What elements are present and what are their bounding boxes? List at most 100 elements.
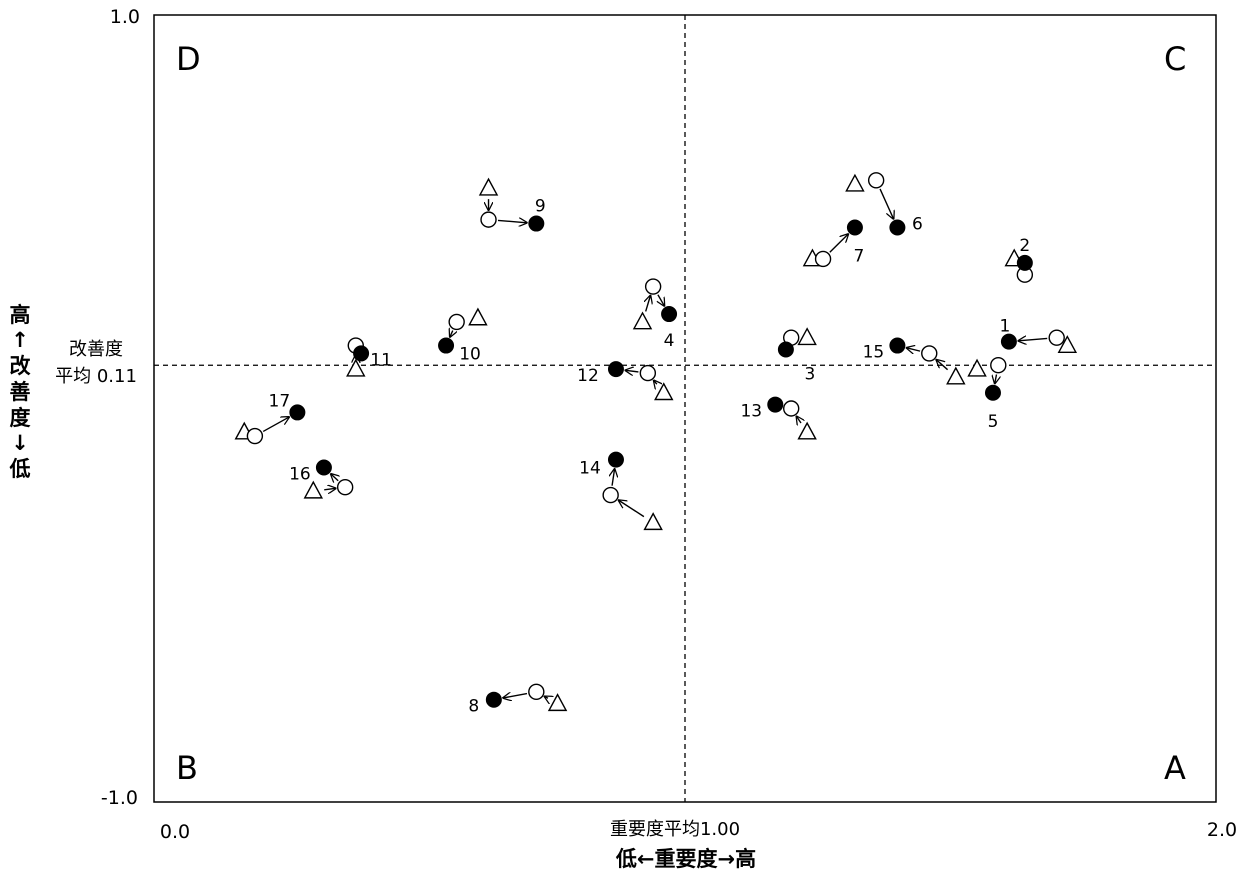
y-axis-title-char: ↓	[11, 431, 29, 455]
open-circle-marker	[602, 486, 619, 504]
open-circle-marker	[246, 427, 264, 445]
triangle-marker	[547, 693, 568, 712]
y-tick-label-min: -1.0	[101, 787, 138, 809]
filled-circle-marker	[607, 361, 624, 378]
quadrant-label-d: D	[176, 40, 201, 78]
triangle-marker	[946, 366, 966, 385]
open-circle-marker	[528, 683, 545, 701]
x-axis-title: 低←重要度→高	[615, 847, 756, 871]
filled-circle-marker	[889, 219, 906, 236]
trend-arrow	[324, 488, 336, 489]
filled-circle-marker	[485, 691, 502, 708]
point-label: 12	[577, 366, 599, 386]
triangle-marker	[967, 358, 987, 377]
filled-circle-marker	[1000, 333, 1017, 350]
y-average-label-line2: 平均 0.11	[55, 366, 137, 387]
trend-arrow	[936, 360, 949, 371]
trend-arrow	[797, 416, 801, 423]
filled-circle-marker	[289, 404, 306, 421]
filled-circle-marker	[607, 451, 624, 468]
y-tick-label-max: 1.0	[110, 6, 140, 28]
y-axis-title-char: 低	[9, 457, 31, 481]
markers-layer	[234, 172, 1078, 712]
point-label: 1	[999, 317, 1010, 337]
y-axis-title-char: 善	[10, 380, 31, 404]
triangle-marker	[468, 307, 488, 326]
point-label: 15	[863, 343, 885, 363]
trend-arrow	[646, 296, 651, 312]
point-label: 14	[579, 459, 601, 479]
open-circle-marker	[783, 400, 800, 417]
filled-circle-marker	[661, 306, 678, 323]
point-label: 4	[664, 331, 675, 351]
open-circle-marker	[639, 364, 657, 382]
point-label: 6	[912, 214, 923, 234]
triangle-marker	[478, 177, 499, 196]
y-axis-title-char: 度	[10, 406, 31, 430]
y-axis-title-char: ↑	[11, 328, 29, 352]
point-label: 7	[854, 246, 865, 266]
plot-area	[153, 14, 1217, 803]
triangle-marker	[346, 358, 366, 377]
trend-arrow	[879, 188, 893, 219]
point-label: 16	[289, 465, 311, 485]
point-label: 10	[459, 345, 481, 365]
x-tick-label-max: 2.0	[1207, 819, 1237, 841]
open-circle-marker	[1048, 329, 1065, 346]
trend-arrow	[450, 331, 453, 337]
point-label: 13	[740, 402, 762, 422]
y-axis-title-char: 改	[10, 354, 32, 378]
trend-arrow	[625, 370, 639, 372]
trend-arrow	[829, 234, 848, 253]
trend-arrow	[619, 500, 645, 518]
filled-circle-marker	[315, 459, 332, 476]
triangle-marker	[797, 421, 817, 440]
trend-arrow	[262, 417, 289, 433]
filled-circle-marker	[777, 341, 794, 358]
open-circle-marker	[336, 479, 354, 496]
filled-circle-marker	[528, 215, 545, 232]
filled-circle-marker	[889, 337, 906, 354]
open-circle-marker	[814, 250, 832, 268]
point-label: 2	[1019, 236, 1030, 256]
point-label: 17	[269, 391, 291, 411]
plot-frame	[153, 14, 1217, 803]
triangle-marker	[1057, 335, 1078, 353]
point-label: 9	[535, 197, 546, 217]
open-circle-marker	[921, 345, 938, 362]
filled-circle-marker	[1016, 254, 1033, 271]
trend-arrow	[658, 294, 664, 306]
trend-arrow	[1018, 338, 1048, 340]
y-axis-title-char: 高	[10, 303, 31, 327]
filled-circle-marker	[767, 396, 784, 413]
filled-circle-marker	[984, 384, 1001, 401]
y-axis-title: 高 ↑ 改 善 度 ↓ 低	[9, 303, 32, 481]
point-label: 11	[370, 350, 392, 370]
x-average-label: 重要度平均1.00	[610, 819, 740, 840]
quadrant-label-c: C	[1164, 40, 1186, 78]
filled-circle-marker	[438, 337, 455, 354]
trend-arrow	[654, 380, 657, 384]
triangle-marker	[643, 512, 663, 531]
triangle-marker	[303, 480, 324, 499]
quadrant-label-b: B	[176, 749, 198, 787]
trend-arrow	[995, 374, 997, 384]
trend-arrow	[612, 469, 614, 486]
quadrant-label-a: A	[1164, 749, 1186, 787]
triangle-marker	[654, 382, 674, 401]
open-circle-marker	[990, 357, 1007, 374]
point-label: 3	[804, 364, 815, 384]
triangle-marker	[797, 327, 817, 346]
open-circle-marker	[448, 313, 465, 331]
point-label: 5	[988, 412, 999, 432]
open-circle-marker	[480, 211, 497, 228]
filled-circle-marker	[353, 345, 370, 362]
triangle-marker	[845, 173, 865, 192]
x-tick-label-min: 0.0	[160, 821, 190, 843]
y-average-label-line1: 改善度	[69, 339, 123, 360]
filled-circle-marker	[846, 219, 863, 236]
arrows-layer	[262, 188, 1048, 698]
triangle-marker	[632, 311, 653, 330]
